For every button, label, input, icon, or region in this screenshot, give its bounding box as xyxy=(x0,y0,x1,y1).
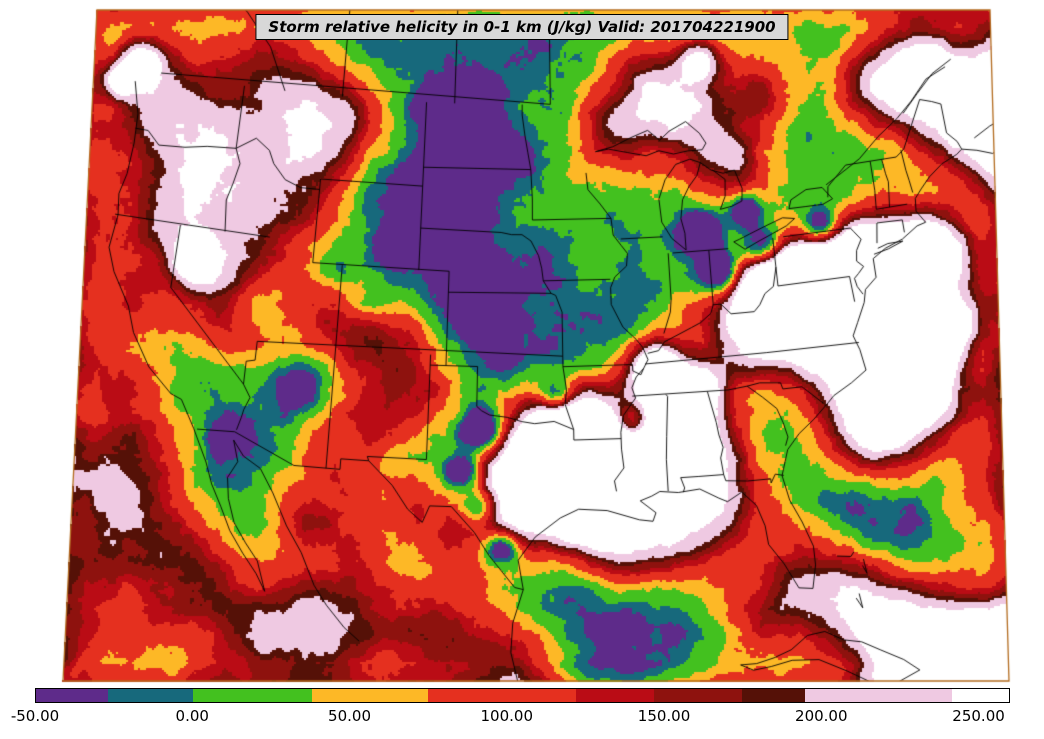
colorbar-segment-teal xyxy=(108,689,193,702)
colorbar-tick-label: 200.00 xyxy=(795,707,848,725)
colorbar-segment-pink xyxy=(804,689,953,702)
colorbar-tick-label: 50.00 xyxy=(328,707,371,725)
colorbar-tick-label: 0.00 xyxy=(175,707,209,725)
colorbar-segment-purple xyxy=(36,689,109,702)
colorbar-segment-red xyxy=(428,689,576,702)
colorbar-segment-dark-red xyxy=(575,689,655,702)
colorbar-tick-label: 250.00 xyxy=(952,707,1005,725)
colorbar-tick-label: 150.00 xyxy=(637,707,691,725)
colorbar-segment-brick xyxy=(654,689,743,702)
colorbar-segment-green xyxy=(192,689,313,702)
colorbar-tick-label: -50.00 xyxy=(10,707,60,725)
map-title: Storm relative helicity in 0-1 km (J/kg)… xyxy=(255,14,789,40)
colorbar-segment-dark-maroon xyxy=(742,689,805,702)
colorbar-segment-orange xyxy=(312,689,429,702)
colorbar xyxy=(35,688,1010,703)
colorbar-tick-label: 100.00 xyxy=(480,707,534,725)
map-title-text: Storm relative helicity in 0-1 km (J/kg)… xyxy=(268,18,776,36)
colorbar-segment-white xyxy=(952,689,1009,702)
colorbar-tick-labels: -50.00 0.00 50.00 100.00 150.00 200.00 250.00 xyxy=(11,707,1010,727)
